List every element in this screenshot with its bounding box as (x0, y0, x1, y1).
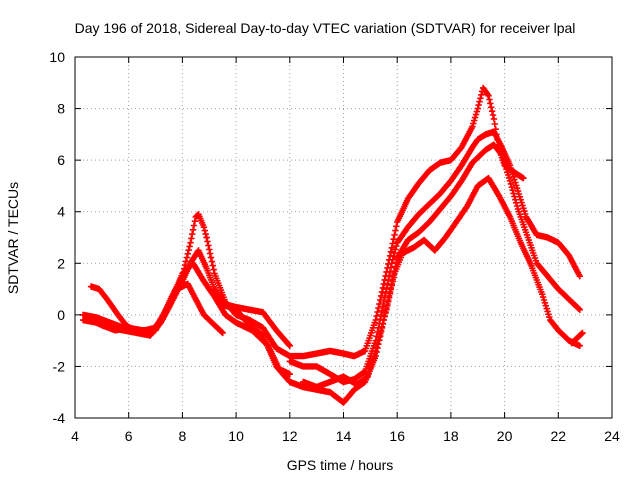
y-tick-label: -2 (53, 358, 66, 374)
series-track-4 (286, 128, 583, 386)
x-tick-label: 22 (551, 428, 567, 444)
plus-markers (300, 175, 583, 391)
data-points (79, 84, 586, 406)
y-tick-label: 10 (49, 49, 65, 65)
series-track-7 (82, 260, 293, 378)
x-tick-label: 6 (125, 428, 133, 444)
x-axis-label: GPS time / hours (287, 457, 394, 473)
series-track-8 (300, 175, 583, 391)
x-tick-label: 18 (443, 428, 459, 444)
y-tick-label: 6 (57, 152, 65, 168)
series-track-9 (568, 329, 586, 347)
x-tick-label: 10 (228, 428, 244, 444)
y-tick-label: 8 (57, 101, 65, 117)
axis-ticks (74, 56, 613, 419)
y-tick-label: 4 (57, 204, 65, 220)
y-tick-label: -4 (53, 410, 66, 426)
x-tick-label: 16 (389, 428, 405, 444)
y-tick-label: 0 (57, 307, 65, 323)
grid-lines (75, 57, 612, 418)
x-tick-label: 14 (336, 428, 352, 444)
plus-markers (568, 329, 586, 347)
x-tick-label: 20 (497, 428, 513, 444)
chart-title: Day 196 of 2018, Sidereal Day-to-day VTE… (75, 20, 576, 36)
plus-markers (286, 128, 583, 386)
y-axis-label: SDTVAR / TECUs (5, 182, 21, 294)
x-tick-label: 4 (71, 428, 79, 444)
x-tick-label: 12 (282, 428, 298, 444)
plus-markers (82, 260, 293, 378)
x-tick-label: 8 (179, 428, 187, 444)
y-tick-label: 2 (57, 255, 65, 271)
x-tick-label: 24 (604, 428, 620, 444)
